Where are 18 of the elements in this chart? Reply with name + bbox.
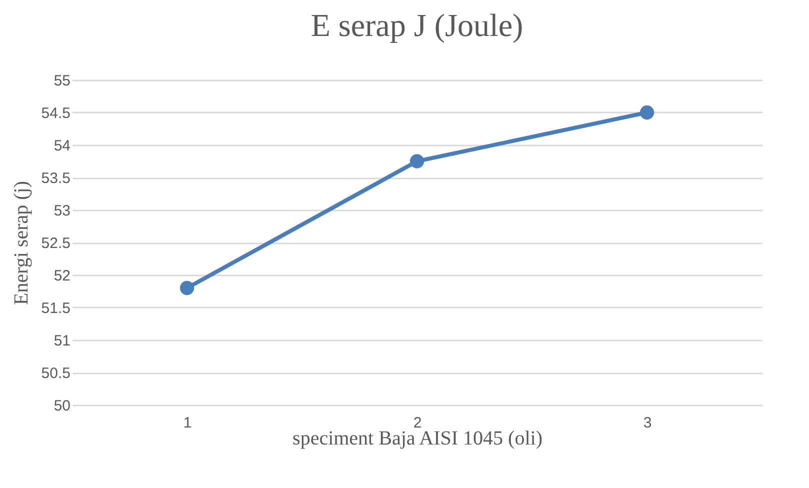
chart-title: E serap J (Joule)	[310, 7, 524, 43]
y-tick-label: 53	[54, 202, 70, 220]
y-tick-label: 54	[54, 138, 70, 154]
y-axis-title: Energi serap (j)	[10, 180, 32, 306]
y-tick-label: 50	[54, 398, 70, 414]
y-tick-label: 54.5	[41, 105, 70, 122]
y-tick-label: 51	[54, 332, 70, 350]
point	[410, 154, 424, 168]
point	[180, 280, 194, 296]
y-tick-label: 51.5	[41, 300, 70, 317]
y-tick-label: 52	[54, 268, 70, 284]
y-tick-label: 53.5	[41, 170, 70, 187]
y-tick-label: 50.5	[41, 365, 70, 382]
y-tick-label: 52.5	[41, 235, 70, 252]
point	[640, 105, 654, 120]
x-tick-label: 1	[183, 414, 192, 432]
y-tick-label: 55	[54, 72, 70, 90]
x-tick-label: 3	[643, 414, 652, 432]
